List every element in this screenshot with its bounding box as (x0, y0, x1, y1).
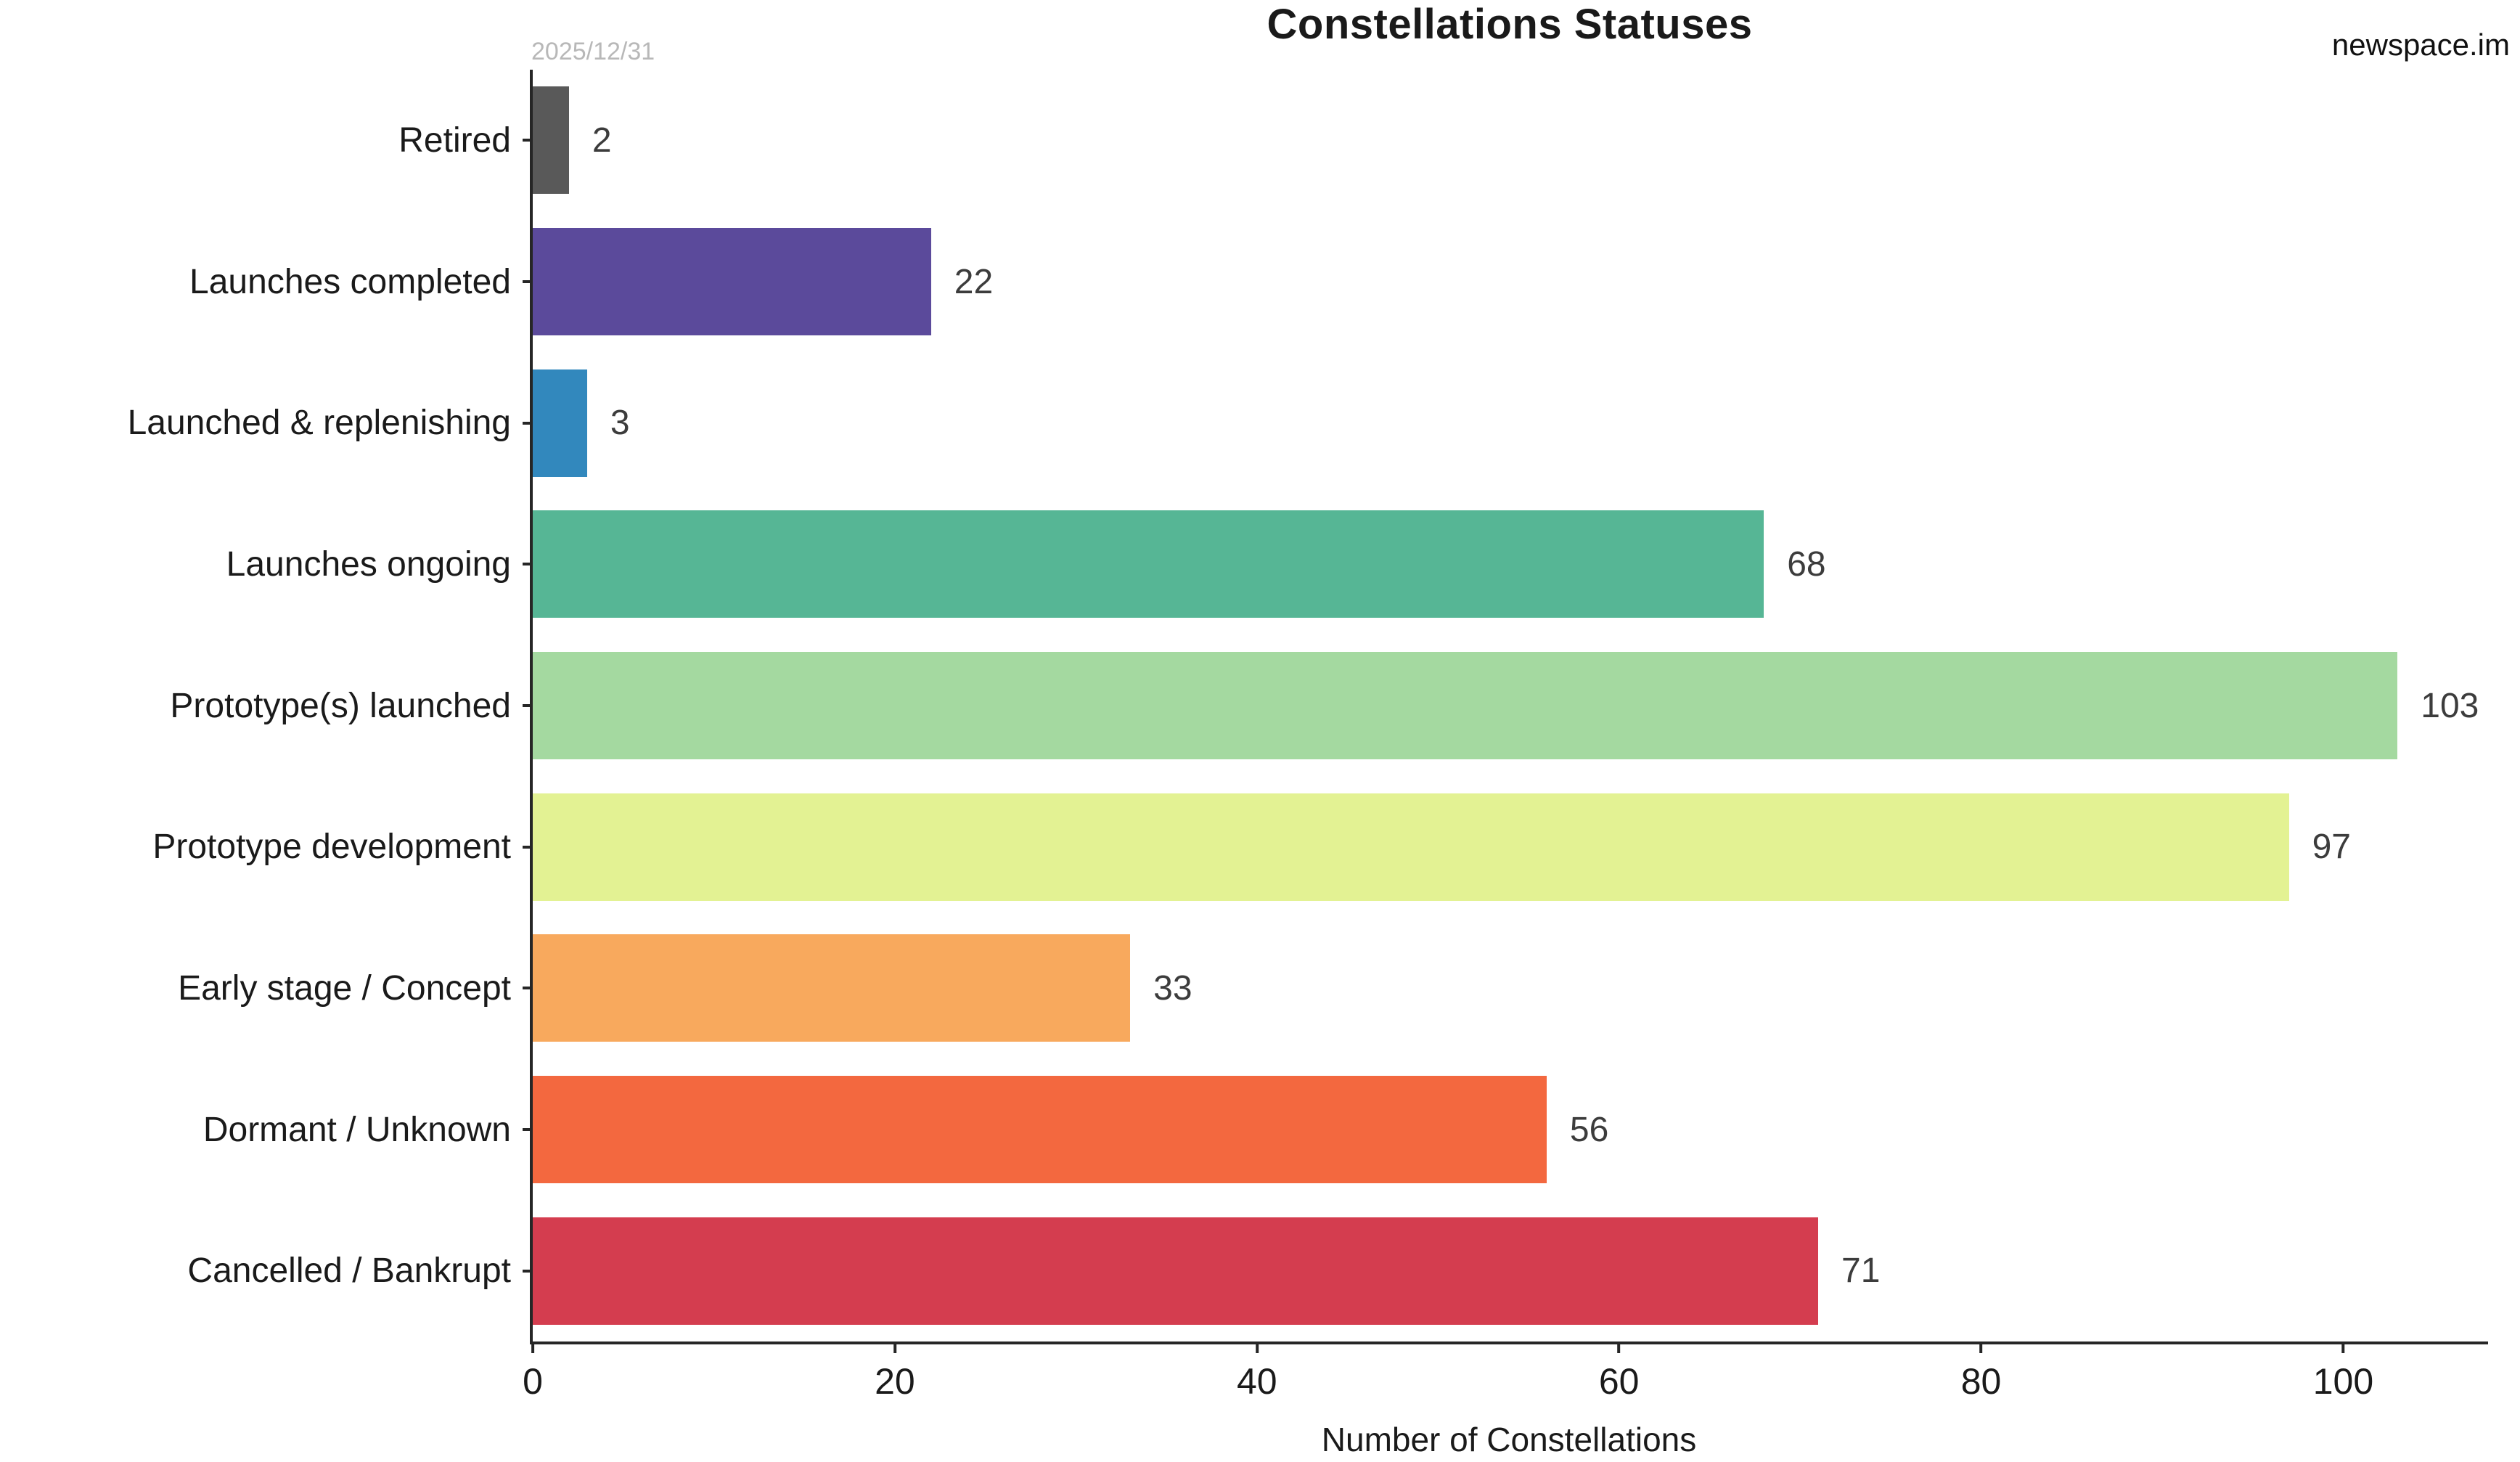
x-tick-mark (2341, 1341, 2345, 1353)
bar-value-label: 103 (2421, 686, 2479, 725)
bar-row: Cancelled / Bankrupt 71 (187, 1200, 2488, 1341)
bar-row: Launches ongoing 68 (226, 494, 2488, 635)
bar-value-label: 33 (1153, 968, 1192, 1008)
category-label: Launches ongoing (226, 544, 511, 584)
x-tick: 100 (2313, 1341, 2373, 1402)
x-tick: 80 (1960, 1341, 2002, 1402)
bar-value-label: 97 (2312, 828, 2351, 867)
bar (533, 934, 1131, 1042)
x-tick: 60 (1598, 1341, 1640, 1402)
x-tick-label: 20 (875, 1361, 915, 1402)
y-tick (523, 139, 533, 142)
category-label: Dormant / Unknown (202, 1110, 511, 1149)
x-tick-mark (893, 1341, 896, 1353)
bar-value-label: 71 (1841, 1251, 1881, 1291)
bar-row: Retired 2 (398, 70, 2488, 211)
bar-row: Prototype development 97 (152, 776, 2488, 918)
bar-value-label: 56 (1569, 1110, 1609, 1149)
category-label: Launched & replenishing (127, 404, 511, 443)
date-annotation: 2025/12/31 (531, 38, 655, 65)
y-tick (523, 1269, 533, 1273)
x-tick-mark (531, 1341, 534, 1353)
x-axis-label: Number of Constellations (1321, 1421, 1697, 1458)
x-tick: 20 (875, 1341, 915, 1402)
category-label: Prototype(s) launched (170, 686, 511, 725)
bar (533, 369, 587, 477)
category-label: Cancelled / Bankrupt (187, 1251, 511, 1291)
bar-row: Early stage / Concept 33 (178, 918, 2488, 1059)
x-tick-mark (1979, 1341, 1983, 1353)
x-tick: 40 (1237, 1341, 1277, 1402)
bar (533, 510, 1764, 618)
category-label: Prototype development (152, 828, 511, 867)
watermark-text: newspace.im (2331, 28, 2510, 62)
bar (533, 228, 931, 335)
x-tick-mark (1255, 1341, 1259, 1353)
x-tick: 0 (523, 1341, 543, 1402)
y-tick (523, 563, 533, 566)
bar-value-label: 2 (592, 121, 612, 160)
y-tick (523, 987, 533, 990)
bar-value-label: 68 (1787, 544, 1826, 584)
bar (533, 793, 2289, 901)
bar-row: Launches completed 22 (189, 211, 2488, 353)
y-tick (523, 280, 533, 283)
chart-title: Constellations Statuses (1267, 1, 1753, 48)
bar (533, 652, 2398, 759)
bar-row: Prototype(s) launched 103 (170, 635, 2488, 777)
bar-value-label: 22 (954, 262, 994, 301)
category-label: Launches completed (189, 262, 511, 301)
bar (533, 1217, 1819, 1325)
x-tick-label: 100 (2312, 1361, 2374, 1402)
x-tick-label: 60 (1598, 1361, 1640, 1402)
bar-row: Launched & replenishing 3 (128, 352, 2488, 494)
bar-value-label: 3 (610, 404, 630, 443)
bar (533, 1076, 1547, 1183)
bar (533, 86, 569, 195)
bar-row: Dormant / Unknown 56 (203, 1059, 2488, 1201)
y-tick (523, 421, 533, 425)
y-tick (523, 1128, 533, 1132)
y-tick (523, 704, 533, 708)
y-tick (523, 845, 533, 849)
x-tick-label: 40 (1236, 1361, 1277, 1402)
plot-area: Retired 2 Launches completed 22 Launched & r… (128, 70, 2488, 1402)
category-label: Retired (398, 121, 511, 160)
bar-rows: Retired 2 Launches completed 22 Launched & r… (128, 70, 2488, 1341)
category-label: Early stage / Concept (178, 968, 511, 1008)
x-tick-label: 0 (523, 1361, 543, 1402)
x-tick-mark (1617, 1341, 1621, 1353)
x-tick-label: 80 (1960, 1361, 2002, 1402)
